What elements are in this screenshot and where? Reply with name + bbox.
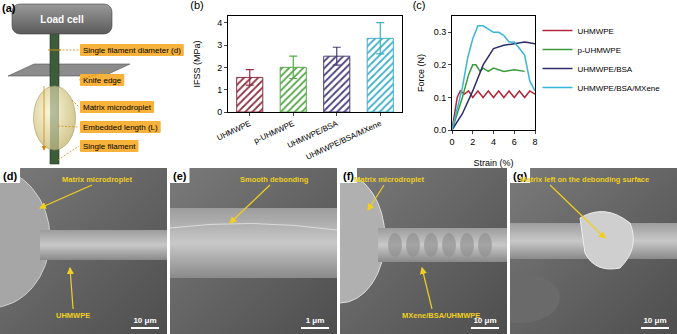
svg-text:Strain (%): Strain (%) [473,158,513,168]
svg-text:UHMWPE/BSA: UHMWPE/BSA [286,119,340,151]
svg-text:8: 8 [532,137,537,147]
svg-text:Single filament: Single filament [83,142,136,151]
svg-text:10 μm: 10 μm [643,316,666,325]
svg-text:Matrix microdroplet: Matrix microdroplet [83,103,152,112]
svg-text:0.3: 0.3 [434,27,447,37]
svg-text:0: 0 [449,137,454,147]
svg-text:p-UHMWPE: p-UHMWPE [577,46,621,55]
svg-text:UHMWPE: UHMWPE [56,311,90,320]
svg-text:2: 2 [217,63,222,73]
svg-text:4: 4 [217,18,222,28]
svg-text:Smooth debonding: Smooth debonding [240,175,309,184]
svg-text:(e): (e) [173,170,187,182]
svg-text:3: 3 [217,40,222,50]
svg-text:2: 2 [470,137,475,147]
svg-text:(b): (b) [190,0,203,11]
svg-text:Embedded length (L): Embedded length (L) [83,123,158,132]
svg-text:(d): (d) [3,170,17,182]
svg-text:Single filament diameter (d): Single filament diameter (d) [83,46,181,55]
svg-text:UHMWPE: UHMWPE [215,119,252,143]
svg-text:0.0: 0.0 [434,125,447,135]
svg-text:(c): (c) [413,0,426,11]
svg-text:UHMWPE/BSA: UHMWPE/BSA [577,65,632,74]
svg-text:4: 4 [491,137,496,147]
svg-text:6: 6 [512,137,517,147]
svg-text:UHMWPE/BSA/MXene: UHMWPE/BSA/MXene [304,119,383,162]
svg-text:IFSS (MPa): IFSS (MPa) [192,40,202,87]
svg-text:Knife edge: Knife edge [83,76,122,85]
svg-text:0: 0 [217,107,222,117]
svg-text:10 μm: 10 μm [473,316,496,325]
svg-text:10 μm: 10 μm [133,316,156,325]
svg-text:1 μm: 1 μm [306,316,325,325]
svg-text:UHMWPE/BSA/MXene: UHMWPE/BSA/MXene [577,84,660,93]
svg-text:(a): (a) [2,2,16,14]
svg-text:1: 1 [217,85,222,95]
svg-text:0.2: 0.2 [434,60,447,70]
svg-text:Matrix microdroplet: Matrix microdroplet [62,175,133,184]
svg-text:(f): (f) [343,170,354,182]
svg-text:p-UHMWPE: p-UHMWPE [253,119,296,146]
svg-text:0.1: 0.1 [434,93,447,103]
svg-text:Force (N): Force (N) [416,54,426,92]
svg-text:MXene/BSA/UHMWPE: MXene/BSA/UHMWPE [402,311,480,320]
svg-text:UHMWPE: UHMWPE [577,27,613,36]
svg-text:Matrix left on the debonding s: Matrix left on the debonding surface [520,175,649,184]
svg-text:Load cell: Load cell [40,14,84,25]
svg-text:Matrix microdroplet: Matrix microdroplet [354,175,425,184]
